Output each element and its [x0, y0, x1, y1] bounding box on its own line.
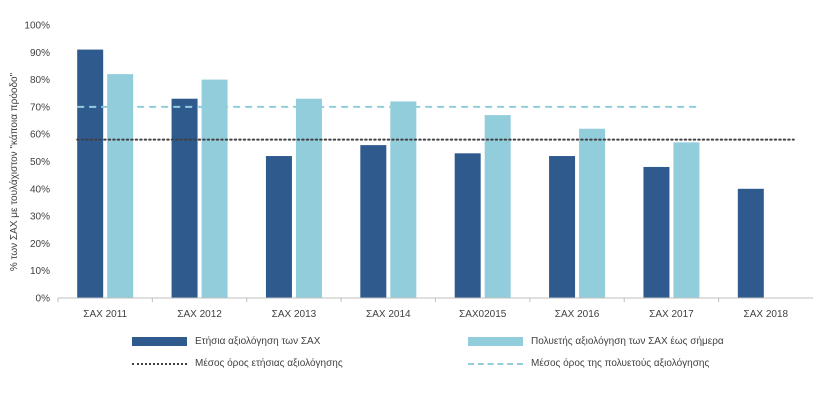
bar-annual [454, 153, 481, 298]
bar-multiyear [107, 74, 134, 298]
y-tick-label: 80% [30, 75, 50, 86]
y-tick-label: 30% [30, 212, 50, 223]
y-tick-label: 70% [30, 102, 50, 113]
legend-swatch-multiyear [468, 337, 523, 346]
y-tick-label: 100% [24, 21, 50, 32]
legend-swatch-annual-mean [132, 362, 187, 365]
legend-swatch-annual [132, 337, 187, 346]
bar-multiyear [390, 101, 417, 298]
legend-item-annual: Ετήσια αξιολόγηση των ΣΑΧ [132, 336, 320, 347]
bar-multiyear [295, 98, 322, 299]
x-tick-label: ΣΑΧ 2016 [555, 309, 600, 320]
y-tick-label: 40% [30, 184, 50, 195]
legend-swatch-multiyear-mean [468, 362, 523, 365]
bar-annual [171, 98, 198, 299]
x-tick-label: ΣΑΧ 2012 [177, 309, 222, 320]
y-tick-label: 90% [30, 48, 50, 59]
bar-multiyear [673, 142, 700, 298]
legend-label-annual-mean: Μέσος όρος ετήσιας αξιολόγησης [195, 358, 343, 369]
bar-multiyear [201, 79, 228, 298]
bar-multiyear [579, 128, 606, 298]
y-tick-label: 60% [30, 130, 50, 141]
legend-item-multiyear-mean: Μέσος όρος της πολυετούς αξιολόγησης [468, 358, 709, 369]
legend-label-multiyear: Πολυετής αξιολόγηση των ΣΑΧ έως σήμερα [531, 336, 724, 347]
legend-label-annual: Ετήσια αξιολόγηση των ΣΑΧ [195, 336, 321, 347]
bar-multiyear [484, 115, 511, 298]
y-tick-label: 0% [36, 294, 51, 305]
legend-item-annual-mean: Μέσος όρος ετήσιας αξιολόγησης [132, 358, 343, 369]
x-tick-label: ΣΑΧ 2017 [649, 309, 694, 320]
y-axis-label: % των ΣΑΧ με τουλάχιστον "κάποια πρόοδο" [8, 72, 20, 271]
bar-annual [265, 156, 292, 298]
y-tick-label: 50% [30, 157, 50, 168]
bar-annual [360, 145, 387, 298]
x-tick-label: ΣΑΧ 2018 [744, 309, 789, 320]
x-tick-label: ΣΑΧ 2014 [366, 309, 411, 320]
bar-annual [77, 49, 104, 298]
legend-label-multiyear-mean: Μέσος όρος της πολυετούς αξιολόγησης [531, 358, 710, 369]
bar-annual [737, 188, 764, 298]
bar-chart: % των ΣΑΧ με τουλάχιστον "κάποια πρόοδο"… [8, 21, 813, 320]
y-tick-label: 10% [30, 266, 50, 277]
bar-annual [549, 156, 576, 298]
x-tick-label: ΣΑΧ 2011 [83, 309, 127, 320]
legend-item-multiyear: Πολυετής αξιολόγηση των ΣΑΧ έως σήμερα [468, 336, 724, 347]
y-tick-label: 20% [30, 239, 50, 250]
bar-annual [643, 166, 670, 298]
x-tick-label: ΣΑΧ02015 [459, 309, 507, 320]
x-tick-label: ΣΑΧ 2013 [272, 309, 317, 320]
legend: Ετήσια αξιολόγηση των ΣΑΧ Πολυετής αξιολ… [0, 330, 829, 390]
